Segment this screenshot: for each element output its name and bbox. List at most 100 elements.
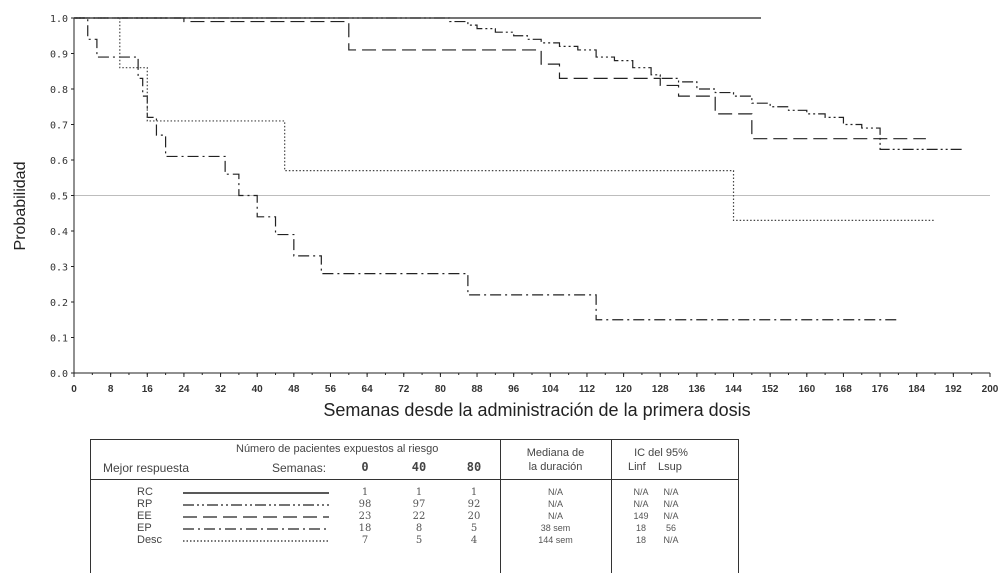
- table-divider: [500, 440, 501, 573]
- x-tick-label: 32: [215, 384, 227, 395]
- weeks-header: Semanas:: [272, 461, 327, 475]
- table-divider: [611, 440, 612, 573]
- risk-table: Número de pacientes expuestos al riesgo …: [90, 439, 739, 573]
- y-tick-label: 0.2: [50, 298, 68, 309]
- x-tick-label: 168: [835, 384, 852, 395]
- survival-curves: [74, 17, 963, 321]
- series-rp-line: [74, 17, 963, 150]
- ci-lower: N/A: [633, 499, 649, 509]
- median-duration: 38 sem: [540, 523, 571, 533]
- at-risk-count: 98: [358, 499, 372, 510]
- ci-lower: N/A: [633, 487, 649, 497]
- x-tick-label: 48: [288, 384, 300, 395]
- at-risk-count: 97: [412, 499, 426, 510]
- x-tick-label: 112: [579, 384, 596, 395]
- at-risk-count: 22: [412, 511, 426, 522]
- ci-lower: 149: [633, 511, 649, 521]
- ci-lower: 18: [635, 523, 646, 533]
- x-tick-label: 120: [615, 384, 632, 395]
- y-tick-label: 0.1: [50, 334, 68, 345]
- at-risk-count: 92: [467, 499, 481, 510]
- x-tick-label: 0: [71, 384, 77, 395]
- row-label: EP: [137, 522, 152, 534]
- table-row: RC 1 1 1 N/A N/A N/A: [91, 486, 738, 499]
- row-line-swatch: [183, 492, 329, 494]
- table-row: EP 18 8 5 38 sem 18 56: [91, 522, 738, 535]
- ci-header: IC del 95%: [634, 447, 688, 459]
- y-tick-label: 0.7: [50, 121, 68, 132]
- median-duration: N/A: [547, 487, 563, 497]
- x-tick-label: 56: [325, 384, 337, 395]
- row-label: Desc: [137, 534, 163, 546]
- x-tick-label: 144: [725, 384, 742, 395]
- table-row: RP 98 97 92 N/A N/A N/A: [91, 498, 738, 511]
- week-col-80: 80: [466, 460, 482, 474]
- y-tick-label: 0.3: [50, 263, 68, 274]
- ci-upper: N/A: [663, 511, 679, 521]
- x-tick-label: 96: [508, 384, 520, 395]
- y-tick-label: 0.0: [50, 369, 68, 380]
- x-tick-label: 40: [252, 384, 264, 395]
- y-tick-label: 0.9: [50, 50, 68, 61]
- at-risk-count: 18: [358, 523, 372, 534]
- ci-upper: 56: [665, 523, 676, 533]
- ci-lsup-header: Lsup: [658, 461, 682, 473]
- x-tick-label: 16: [142, 384, 154, 395]
- row-label: RP: [137, 498, 153, 510]
- series-ee-line: [74, 17, 926, 140]
- ci-upper: N/A: [663, 487, 679, 497]
- y-tick-label: 1.0: [50, 14, 68, 25]
- x-axis-title: Semanas desde la administración de la pr…: [323, 400, 750, 420]
- x-tick-label: 192: [945, 384, 962, 395]
- ci-lower: 18: [635, 535, 646, 545]
- x-tick-label: 64: [362, 384, 374, 395]
- at-risk-count: 4: [470, 535, 478, 546]
- table-row: EE 23 22 20 N/A 149 N/A: [91, 510, 738, 523]
- at-risk-count: 5: [470, 523, 478, 534]
- week-col-0: 0: [361, 460, 369, 474]
- at-risk-count: 1: [361, 487, 369, 498]
- x-tick-label: 152: [762, 384, 779, 395]
- median-duration: 144 sem: [538, 535, 573, 545]
- x-tick-label: 184: [908, 384, 925, 395]
- y-tick-label: 0.4: [50, 227, 68, 238]
- survival-chart: 0.0 0.1 0.2 0.3 0.4 0.5 0.6 0.7 0.8 0.9 1.0 0 8 16 24 3…: [12, 14, 999, 420]
- x-tick-label: 128: [652, 384, 669, 395]
- x-tick-label: 72: [398, 384, 410, 395]
- series-ep-line: [74, 17, 899, 321]
- median-header-line1: Mediana de: [526, 447, 585, 459]
- x-tick-label: 88: [471, 384, 483, 395]
- at-risk-count: 5: [415, 535, 423, 546]
- row-line-swatch: [183, 516, 329, 518]
- week-col-40: 40: [411, 460, 427, 474]
- x-tick-label: 24: [178, 384, 190, 395]
- y-axis-title: Probabilidad: [12, 162, 29, 251]
- series-desc-line: [74, 17, 936, 221]
- median-duration: N/A: [547, 511, 563, 521]
- x-tick-label: 104: [542, 384, 559, 395]
- row-line-swatch: [183, 504, 329, 506]
- row-line-swatch: [183, 528, 329, 530]
- at-risk-count: 8: [415, 523, 423, 534]
- row-label: RC: [137, 486, 153, 498]
- at-risk-count: 7: [361, 535, 369, 546]
- x-tick-label: 176: [872, 384, 889, 395]
- y-tick-label: 0.8: [50, 85, 68, 96]
- at-risk-count: 20: [467, 511, 481, 522]
- table-header-rule: [91, 479, 738, 480]
- at-risk-count: 1: [470, 487, 478, 498]
- ci-linf-header: Linf: [628, 461, 646, 473]
- ci-upper: N/A: [663, 535, 679, 545]
- x-tick-label: 200: [982, 384, 999, 395]
- ci-upper: N/A: [663, 499, 679, 509]
- x-tick-label: 136: [689, 384, 706, 395]
- x-tick-label: 80: [435, 384, 447, 395]
- table-row: Desc 7 5 4 144 sem 18 N/A: [91, 534, 738, 547]
- x-tick-label: 8: [108, 384, 114, 395]
- y-tick-label: 0.5: [50, 192, 68, 203]
- row-line-swatch: [183, 540, 329, 542]
- median-duration: N/A: [547, 499, 563, 509]
- axes: 0.0 0.1 0.2 0.3 0.4 0.5 0.6 0.7 0.8 0.9 1.0 0 8 16 24 3…: [50, 14, 999, 395]
- at-risk-count: 1: [415, 487, 423, 498]
- y-tick-label: 0.6: [50, 156, 68, 167]
